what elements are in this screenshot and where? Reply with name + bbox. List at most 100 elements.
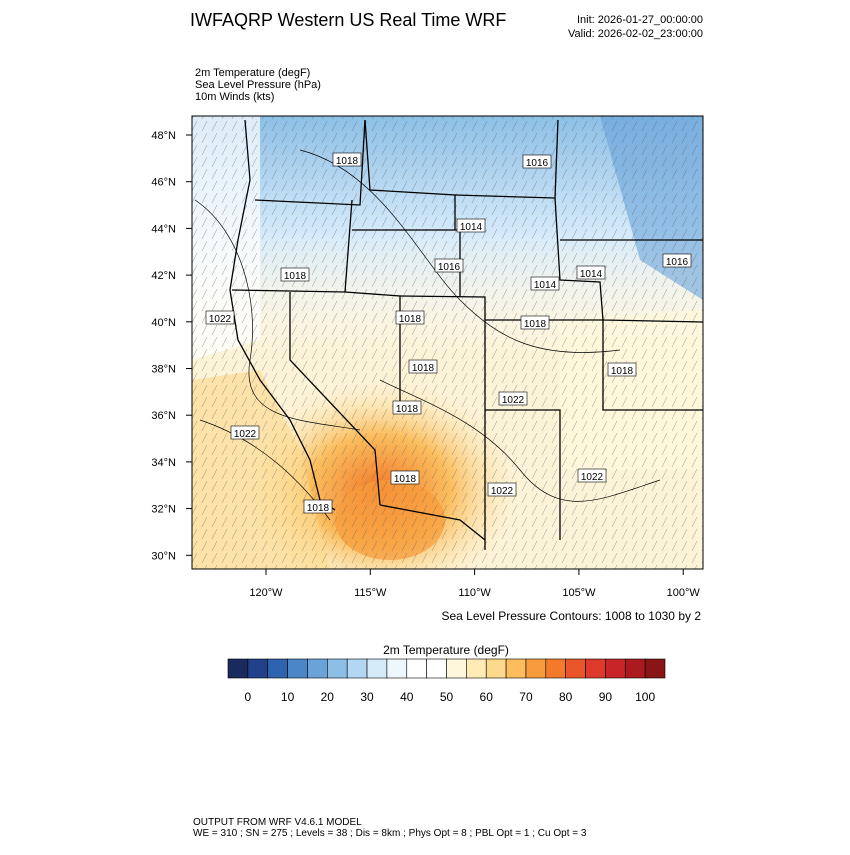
contour-label-box	[520, 315, 550, 330]
colorbar-box	[386, 658, 408, 679]
colorbar-box	[585, 658, 606, 679]
contour-label: 1022	[234, 429, 257, 440]
contour-label: 1014	[580, 269, 603, 280]
contour-label-box	[392, 400, 422, 415]
colorbar-box	[426, 658, 447, 679]
contour-label-box	[662, 253, 692, 268]
contour-label-box	[498, 391, 528, 406]
init-time: Init: 2026-01-27_00:00:00	[577, 14, 703, 26]
colorbar-box	[644, 658, 666, 679]
contour-label: 1018	[394, 474, 417, 485]
field-name: 10m Winds (kts)	[195, 91, 274, 103]
contour-label-box	[390, 470, 420, 485]
contour-label: 1018	[396, 404, 419, 415]
colorbar-tick-label: 40	[400, 690, 414, 704]
footer-line: OUTPUT FROM WRF V4.6.1 MODEL	[193, 817, 362, 828]
lat-label: 38°N	[151, 364, 176, 376]
colorbar-box	[565, 658, 586, 679]
lon-label: 105°W	[562, 587, 596, 599]
contour-label: 1018	[284, 271, 307, 282]
colorbar-tick-label: 80	[559, 690, 573, 704]
title: IWFAQRP Western US Real Time WRF	[190, 10, 506, 30]
contour-label-box	[434, 258, 464, 273]
colorbar-tick-label: 70	[519, 690, 533, 704]
contour-label: 1016	[666, 257, 689, 268]
contour-label: 1022	[209, 314, 232, 325]
contour-label: 1018	[336, 156, 359, 167]
colorbar-tick-label: 60	[480, 690, 494, 704]
contour-label-box	[205, 310, 235, 325]
contour-label-box	[280, 267, 310, 282]
contour-label-box	[577, 468, 607, 483]
colorbar-box	[466, 658, 487, 679]
contour-label-box	[395, 310, 425, 325]
contour-label: 1014	[534, 280, 557, 291]
colorbar-box	[485, 658, 507, 679]
lat-label: 40°N	[151, 317, 176, 329]
contour-label: 1022	[491, 486, 514, 497]
contour-label: 1014	[460, 222, 483, 233]
colorbar-box	[346, 658, 368, 679]
colorbar-tick-label: 50	[440, 690, 454, 704]
contour-note: Sea Level Pressure Contours: 1008 to 103…	[442, 609, 702, 623]
colorbar-tick-label: 0	[245, 690, 252, 704]
colorbar-box	[446, 658, 467, 679]
lat-label: 34°N	[151, 457, 176, 469]
colorbar-tick-label: 90	[599, 690, 613, 704]
colorbar-tick-label: 20	[321, 690, 335, 704]
contour-label: 1016	[438, 262, 461, 273]
contour-label: 1018	[412, 363, 435, 374]
lon-label: 110°W	[458, 587, 491, 599]
contour-label: 1016	[526, 158, 549, 169]
colorbar-box	[267, 658, 288, 679]
contour-label-box	[332, 152, 362, 167]
colorbar-box	[605, 658, 626, 679]
colorbar-box	[406, 658, 427, 679]
contour-label-box	[576, 265, 606, 280]
contour-label: 1018	[611, 366, 634, 377]
colorbar-box	[287, 658, 308, 679]
lon-label: 115°W	[354, 587, 387, 599]
valid-time: Valid: 2026-02-02_23:00:00	[568, 28, 703, 40]
lat-label: 48°N	[151, 130, 176, 142]
contour-label: 1022	[581, 472, 604, 483]
lat-label: 32°N	[151, 504, 176, 516]
contour-label-box	[230, 425, 260, 440]
contour-label: 1018	[399, 314, 422, 325]
lat-label: 46°N	[151, 177, 176, 189]
lat-label: 30°N	[151, 550, 176, 562]
colorbar-box	[545, 658, 566, 679]
colorbar-box	[307, 658, 328, 679]
colorbar-box	[624, 658, 646, 679]
map-image	[192, 116, 703, 569]
contour-label-box	[456, 218, 486, 233]
lat-label: 42°N	[151, 270, 176, 282]
contour-label: 1018	[524, 319, 547, 330]
map-frame	[191, 115, 704, 570]
colorbar-box	[227, 658, 249, 679]
colorbar-box	[247, 658, 269, 679]
lon-label: 100°W	[667, 587, 701, 599]
lat-label: 44°N	[151, 223, 176, 235]
contour-label: 1018	[307, 503, 330, 514]
colorbar-tick-label: 30	[360, 690, 374, 704]
lat-label: 36°N	[151, 410, 176, 422]
colorbar-box	[327, 658, 348, 679]
lon-label: 120°W	[249, 587, 283, 599]
field-name: Sea Level Pressure (hPa)	[195, 79, 321, 91]
contour-label-box	[522, 154, 552, 169]
colorbar-box	[525, 658, 547, 679]
contour-label-box	[487, 482, 517, 497]
contour-label-box	[303, 499, 333, 514]
footer-line: WE = 310 ; SN = 275 ; Levels = 38 ; Dis …	[193, 828, 587, 839]
contour-label-box	[408, 359, 438, 374]
colorbar-box	[505, 658, 527, 679]
colorbar-box	[366, 658, 388, 679]
field-name: 2m Temperature (degF)	[195, 67, 310, 79]
contour-label-box	[607, 362, 637, 377]
contour-label-box	[530, 276, 560, 291]
colorbar-tick-label: 100	[635, 690, 655, 704]
colorbar-title: 2m Temperature (degF)	[383, 643, 509, 657]
colorbar-tick-label: 10	[281, 690, 295, 704]
